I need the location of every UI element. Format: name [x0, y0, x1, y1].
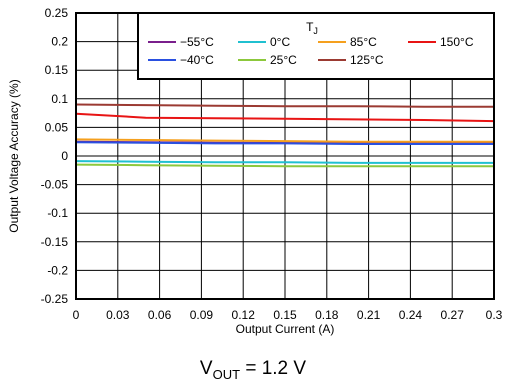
y-tick-label: 0.1 [51, 92, 68, 106]
legend-box [137, 12, 495, 80]
annotation-main: V [199, 358, 213, 379]
x-tick-label: 0.15 [273, 308, 297, 322]
x-tick-label: 0.09 [190, 308, 214, 322]
series-line [75, 141, 494, 145]
x-tick-labels: 0 0.03 0.06 0.09 0.12 0.15 0.18 0.21 0.24 0.27 0.3 [73, 308, 503, 322]
legend-entry: 125°C [350, 53, 384, 67]
legend-entry: −55°C [180, 35, 214, 49]
series-line [75, 138, 494, 143]
legend: TJ −55°C 0°C 85°C 150°C −40°C 25°C 125°C [137, 12, 495, 80]
legend-entry: 85°C [350, 35, 377, 49]
legend-title: TJ [306, 20, 318, 36]
legend-items: −55°C 0°C 85°C 150°C −40°C 25°C 125°C [148, 35, 474, 67]
y-tick-label: -0.05 [41, 178, 69, 192]
legend-entry: 25°C [270, 53, 297, 67]
y-tick-label: 0.05 [45, 120, 69, 134]
x-tick-label: 0.03 [106, 308, 130, 322]
legend-entry: 150°C [440, 35, 474, 49]
y-tick-labels: 0.25 0.2 0.15 0.1 0.05 0 -0.05 -0.1 -0.15 -0.2 -0.… [41, 6, 69, 306]
vout-annotation: VOUT = 1.2 V [0, 358, 506, 382]
series-line [75, 103, 494, 108]
x-axis-label: Output Current (A) [236, 322, 335, 336]
x-tick-label: 0 [73, 308, 80, 322]
y-axis-label: Output Voltage Accuracy (%) [7, 79, 21, 232]
legend-entry: −40°C [180, 53, 214, 67]
x-tick-label: 0.24 [399, 308, 423, 322]
series-line [75, 163, 494, 168]
y-tick-label: 0 [61, 149, 68, 163]
y-tick-label: -0.2 [47, 263, 68, 277]
series-line [75, 160, 494, 164]
y-tick-label: 0.25 [45, 6, 69, 20]
y-tick-label: 0.2 [51, 35, 68, 49]
x-tick-label: 0.27 [441, 308, 465, 322]
y-tick-label: -0.25 [41, 292, 69, 306]
annotation-suffix: = 1.2 V [240, 358, 307, 379]
annotation-sub: OUT [212, 366, 241, 382]
legend-entry: 0°C [270, 35, 290, 49]
x-tick-label: 0.12 [232, 308, 256, 322]
x-tick-label: 0.18 [315, 308, 339, 322]
x-tick-label: 0.21 [357, 308, 381, 322]
legend-title-main: T [306, 20, 314, 34]
x-tick-label: 0.3 [486, 308, 503, 322]
legend-title-sub: J [313, 26, 318, 36]
x-tick-label: 0.06 [148, 308, 172, 322]
series-line [75, 112, 495, 123]
y-tick-label: 0.15 [45, 63, 69, 77]
y-tick-label: -0.15 [41, 235, 69, 249]
y-tick-label: -0.1 [47, 206, 68, 220]
series-lines [75, 103, 495, 168]
